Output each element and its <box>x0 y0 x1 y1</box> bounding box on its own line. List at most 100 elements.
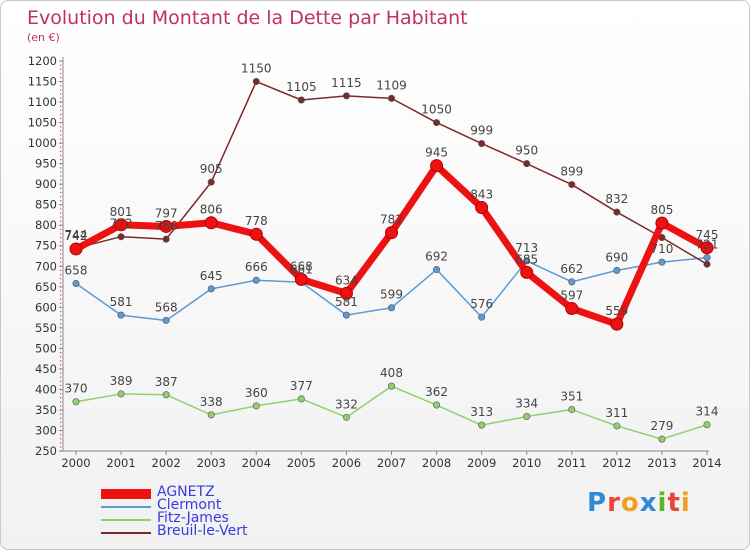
x-tick-label: 2011 <box>557 456 586 470</box>
clermont-point <box>162 316 170 324</box>
clermont-data-label: 690 <box>605 250 628 264</box>
fitz-james-point <box>523 413 531 421</box>
clermont-data-label: 721 <box>696 238 719 252</box>
agnetz-point <box>475 201 489 215</box>
agnetz-point <box>655 216 669 230</box>
breuil-le-vert-point <box>162 235 170 243</box>
agnetz-point <box>249 227 263 241</box>
y-tick-label: 1100 <box>28 95 57 109</box>
legend-label: Breuil-le-Vert <box>157 523 248 539</box>
y-minor-tick <box>60 290 62 292</box>
y-tick-label: 350 <box>35 403 57 417</box>
fitz-james-point <box>342 413 350 421</box>
clermont-data-label: 568 <box>155 300 178 314</box>
y-minor-tick <box>60 175 62 177</box>
x-tick-label: 2007 <box>377 456 406 470</box>
y-tick-label: 550 <box>35 321 57 335</box>
y-minor-tick <box>60 212 62 214</box>
chart-legend: AGNETZ Clermont Fitz-James Breuil-le-Vert <box>101 484 361 539</box>
clermont-point <box>613 266 621 274</box>
agnetz-data-label: 742 <box>65 229 88 243</box>
y-minor-tick <box>60 310 62 313</box>
y-minor-tick <box>60 360 62 362</box>
x-tick-label: 2002 <box>152 456 181 470</box>
y-minor-tick <box>60 372 62 374</box>
breuil-le-vert-data-label: 999 <box>470 124 493 138</box>
agnetz-data-label: 801 <box>110 205 133 219</box>
chart-subtitle: (en €) <box>27 31 60 44</box>
clermont-point <box>568 278 576 286</box>
breuil-le-vert-point <box>207 178 215 186</box>
y-tick-label: 300 <box>35 423 57 437</box>
legend-label: Fitz-James <box>157 510 229 526</box>
chart-title: Evolution du Montant de la Dette par Hab… <box>27 7 468 29</box>
y-minor-tick <box>60 417 62 419</box>
y-minor-tick <box>60 393 62 395</box>
x-tick-label: 2014 <box>692 456 721 470</box>
y-minor-tick <box>60 446 62 448</box>
logo-letter: i <box>680 488 691 518</box>
agnetz-point <box>700 241 714 255</box>
breuil-le-vert-data-label: 744 <box>65 228 88 242</box>
y-minor-tick <box>60 405 62 407</box>
agnetz-data-label: 806 <box>200 203 223 217</box>
logo-letter: i <box>657 488 668 518</box>
breuil-le-vert-point <box>117 233 125 241</box>
agnetz-data-label: 778 <box>245 214 268 228</box>
fitz-james-point <box>117 390 125 398</box>
logo-letter: P <box>587 488 608 518</box>
clermont-data-label: 662 <box>560 262 583 276</box>
breuil-le-vert-data-label: 772 <box>110 217 133 231</box>
y-tick-label: 250 <box>35 444 57 458</box>
y-minor-tick <box>60 261 62 263</box>
y-minor-tick <box>60 253 62 255</box>
agnetz-point <box>159 219 173 233</box>
y-minor-tick <box>60 351 62 354</box>
y-minor-tick <box>60 335 62 337</box>
clermont-point <box>478 313 486 321</box>
y-minor-tick <box>60 380 62 382</box>
legend-item-fitz-james: Fitz-James <box>101 510 361 526</box>
y-minor-tick <box>60 237 62 239</box>
y-minor-tick <box>60 146 62 148</box>
y-minor-tick <box>60 216 62 218</box>
agnetz-data-label: 559 <box>605 304 628 318</box>
y-minor-tick <box>60 425 62 428</box>
agnetz-point <box>385 226 398 240</box>
y-minor-tick <box>60 442 62 444</box>
clermont-point <box>72 280 80 288</box>
y-minor-tick <box>60 331 62 333</box>
x-tick-label: 2003 <box>197 456 226 470</box>
fitz-james-data-label: 351 <box>560 390 583 404</box>
fitz-james-point <box>252 402 260 410</box>
y-tick-label: 1000 <box>28 136 57 150</box>
clermont-data-label: 692 <box>425 250 448 264</box>
fitz-james-point <box>433 401 441 409</box>
agnetz-point <box>520 265 534 279</box>
y-minor-tick <box>60 241 62 243</box>
y-minor-tick <box>60 159 62 161</box>
y-minor-tick <box>60 187 62 189</box>
fitz-james-data-label: 362 <box>425 385 448 399</box>
clermont-point <box>117 311 125 319</box>
clermont-data-label: 661 <box>290 262 313 276</box>
x-tick-label: 2005 <box>287 456 316 470</box>
x-tick-label: 2000 <box>61 456 90 470</box>
y-minor-tick <box>60 401 62 403</box>
legend-swatch <box>101 506 151 508</box>
y-minor-tick <box>60 154 62 157</box>
y-minor-tick <box>60 191 62 194</box>
breuil-le-vert-point <box>252 78 260 86</box>
y-minor-tick <box>60 126 62 128</box>
logo-letter: t <box>667 488 681 518</box>
agnetz-data-label: 797 <box>155 206 178 220</box>
y-minor-tick <box>60 339 62 341</box>
y-minor-tick <box>60 384 62 387</box>
breuil-le-vert-data-label: 950 <box>515 144 538 158</box>
y-minor-tick <box>60 413 62 415</box>
y-tick-label: 400 <box>35 382 57 396</box>
logo-letter: r <box>607 488 621 518</box>
agnetz-point <box>294 272 308 286</box>
legend-label: AGNETZ <box>157 484 215 500</box>
clermont-data-label: 713 <box>515 241 538 255</box>
